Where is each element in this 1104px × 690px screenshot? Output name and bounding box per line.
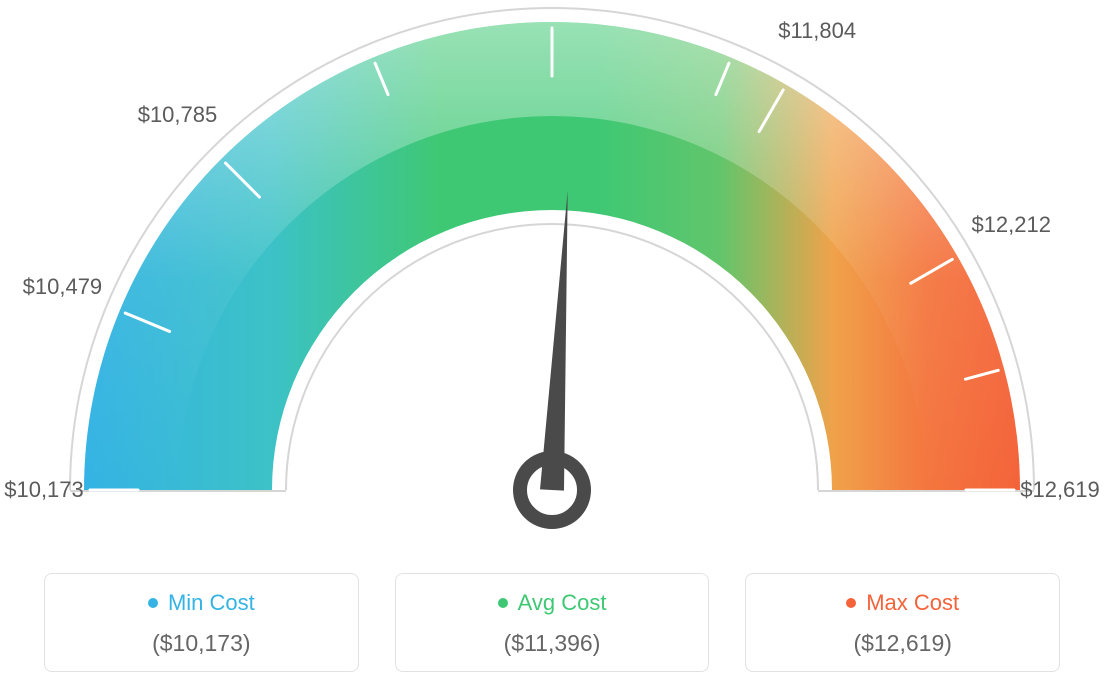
legend-dot-avg: [498, 598, 508, 608]
legend-dot-max: [846, 598, 856, 608]
legend-label-min: Min Cost: [168, 590, 255, 616]
tick-label: $10,785: [138, 102, 218, 128]
tick-label: $12,212: [971, 212, 1051, 238]
legend-card-min: Min Cost ($10,173): [44, 573, 359, 672]
tick-label: $10,479: [23, 274, 103, 300]
tick-label: $10,173: [4, 477, 84, 503]
legend: Min Cost ($10,173) Avg Cost ($11,396) Ma…: [44, 573, 1060, 672]
gauge-svg: [0, 0, 1104, 560]
legend-card-max: Max Cost ($12,619): [745, 573, 1060, 672]
legend-card-avg: Avg Cost ($11,396): [395, 573, 710, 672]
tick-label: $11,804: [778, 18, 856, 44]
legend-label-max: Max Cost: [866, 590, 959, 616]
legend-value-avg: ($11,396): [406, 630, 699, 657]
legend-dot-min: [148, 598, 158, 608]
gauge-chart: $10,173$10,479$10,785$11,396$11,804$12,2…: [0, 0, 1104, 690]
legend-value-max: ($12,619): [756, 630, 1049, 657]
tick-label: $12,619: [1020, 477, 1100, 503]
needle: [540, 190, 568, 490]
legend-label-avg: Avg Cost: [518, 590, 607, 616]
legend-value-min: ($10,173): [55, 630, 348, 657]
